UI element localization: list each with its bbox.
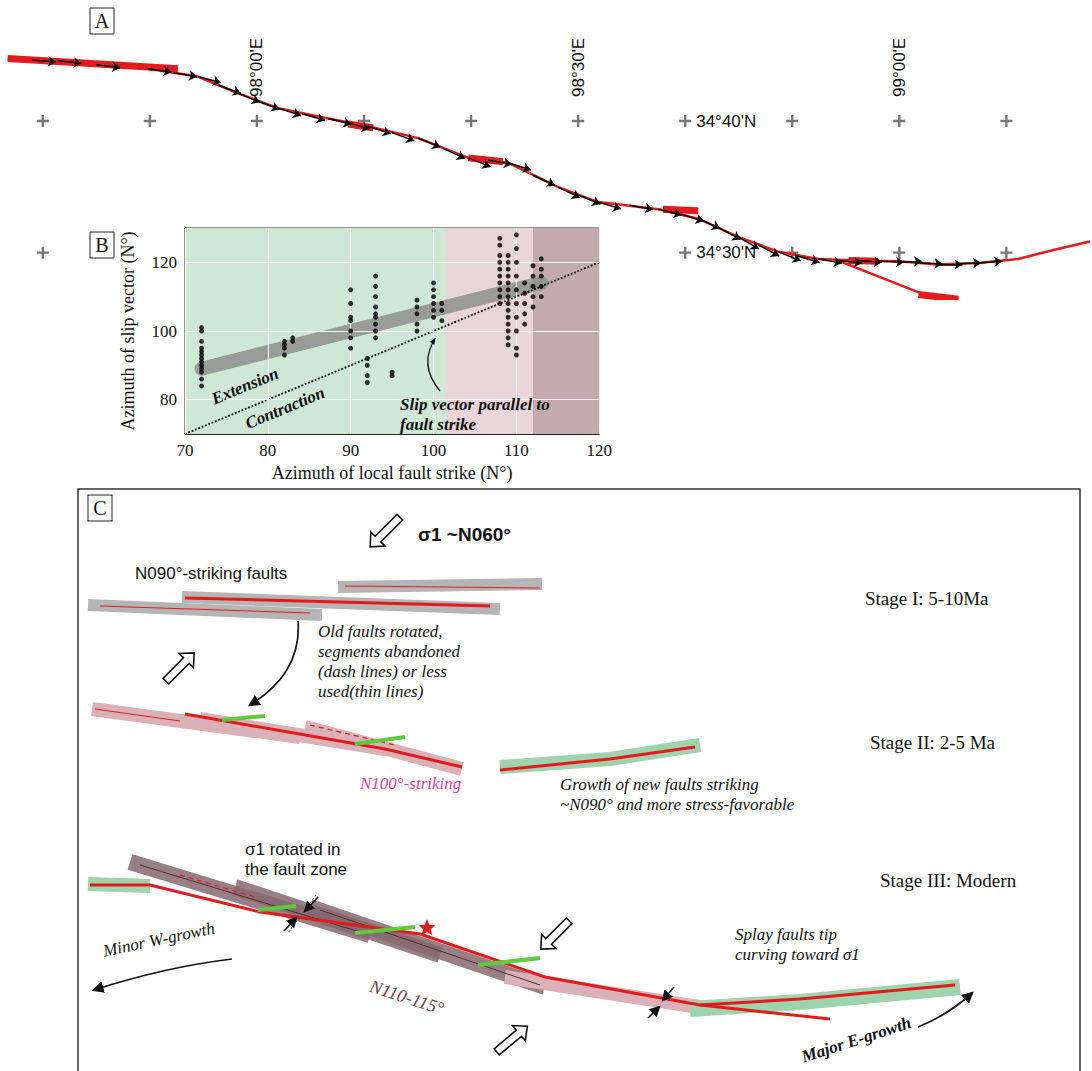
svg-text:~N090° and more stress-favorab: ~N090° and more stress-favorable [560,795,795,814]
svg-text:B: B [95,234,108,256]
svg-text:120: 120 [152,253,178,272]
svg-text:99°00'E: 99°00'E [890,38,909,97]
svg-text:N110-115°: N110-115° [366,976,446,1019]
svg-text:A: A [95,10,110,32]
svg-text:70: 70 [177,441,194,460]
svg-text:Growth of new faults striking: Growth of new faults striking [560,775,759,794]
svg-text:Contraction: Contraction [243,383,328,433]
svg-text:100: 100 [421,441,447,460]
svg-text:σ1 rotated in: σ1 rotated in [245,840,341,859]
svg-text:Stage III: Modern: Stage III: Modern [880,870,1017,891]
svg-text:34°30'N: 34°30'N [696,243,756,262]
svg-text:used(thin lines): used(thin lines) [318,682,424,701]
svg-text:Slip vector parallel to: Slip vector parallel to [400,395,550,414]
svg-text:98°00'E: 98°00'E [247,38,266,97]
svg-text:N090°-striking faults: N090°-striking faults [135,564,287,583]
svg-text:segments abandoned: segments abandoned [318,642,461,661]
svg-text:fault strike: fault strike [400,415,476,434]
svg-text:100: 100 [152,322,178,341]
svg-text:the fault zone: the fault zone [245,860,347,879]
svg-text:80: 80 [259,441,276,460]
svg-text:Extension: Extension [208,364,282,409]
svg-text:Old faults rotated,: Old faults rotated, [318,622,443,641]
svg-text:(dash lines) or less: (dash lines) or less [318,662,447,681]
svg-text:Stage II: 2-5 Ma: Stage II: 2-5 Ma [870,732,996,753]
svg-text:Azimuth of local fault strike: Azimuth of local fault strike (N°) [272,463,513,484]
svg-text:34°40'N: 34°40'N [696,112,756,131]
svg-text:Splay faults tip: Splay faults tip [735,925,837,944]
svg-text:120: 120 [587,441,613,460]
svg-text:N100°-striking: N100°-striking [359,774,461,793]
svg-text:110: 110 [504,441,529,460]
svg-text:Stage I: 5-10Ma: Stage I: 5-10Ma [865,588,989,609]
svg-text:Azimuth of slip vector (N°): Azimuth of slip vector (N°) [118,231,139,430]
svg-text:80: 80 [160,390,177,409]
svg-text:Minor W-growth: Minor W-growth [100,919,216,961]
svg-text:98°30'E: 98°30'E [569,38,588,97]
svg-text:Major E-growth: Major E-growth [798,1013,913,1067]
svg-text:90: 90 [342,441,359,460]
svg-text:curving toward σ1: curving toward σ1 [735,945,860,964]
svg-text:σ1 ~N060°: σ1 ~N060° [418,524,511,545]
svg-text:C: C [93,497,106,519]
